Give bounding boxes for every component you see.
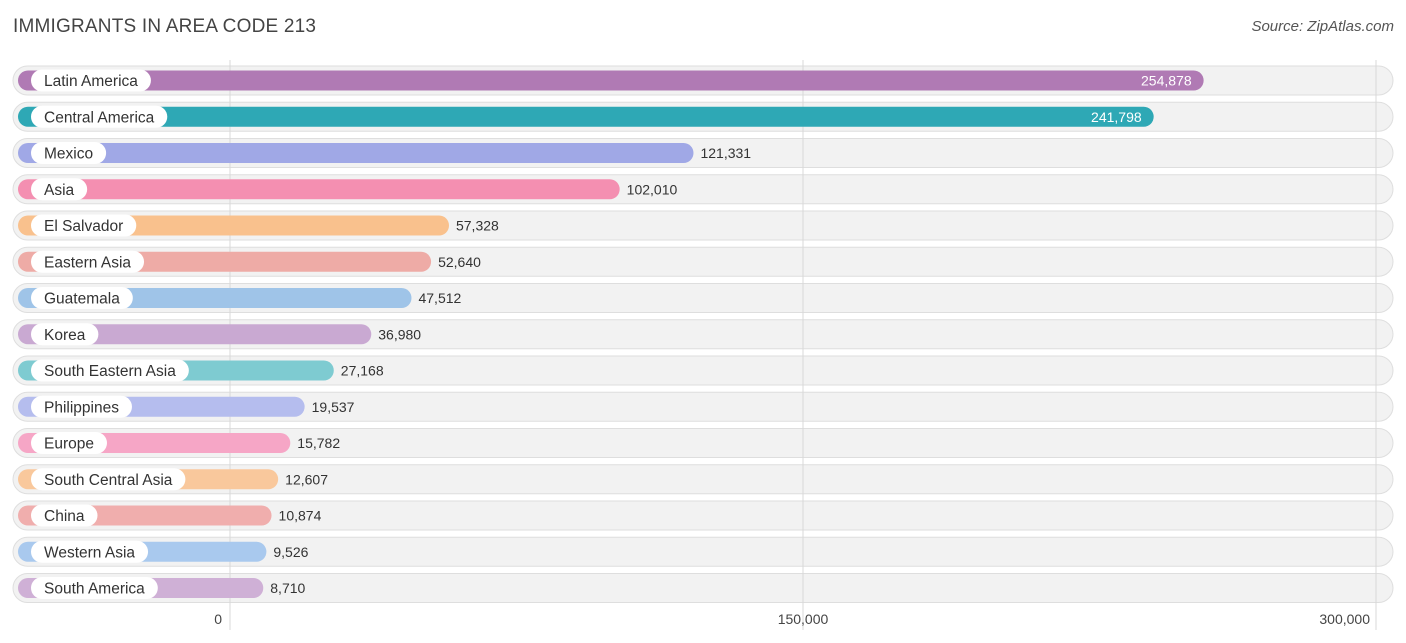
category-label: Guatemala — [44, 291, 120, 308]
category-label: Mexico — [44, 146, 93, 163]
category-label: Philippines — [44, 399, 119, 416]
category-label-pill — [31, 214, 137, 237]
row-background — [12, 573, 1394, 603]
category-label: Europe — [44, 436, 94, 453]
category-label: South America — [44, 581, 145, 598]
value-label: 254,878 — [1141, 73, 1192, 89]
category-label-pill — [31, 105, 168, 128]
value-label: 102,010 — [627, 181, 678, 197]
value-label: 9,526 — [273, 544, 308, 560]
x-tick-label: 150,000 — [778, 611, 829, 627]
category-label-pill — [31, 142, 107, 164]
value-label: 27,168 — [341, 363, 384, 379]
bar[interactable] — [18, 70, 1204, 91]
category-label: Asia — [44, 182, 75, 199]
value-label: 8,710 — [270, 580, 305, 596]
category-label-pill — [31, 250, 145, 273]
row-background — [12, 536, 1394, 567]
category-label-pill — [31, 359, 189, 382]
value-label: 47,512 — [418, 290, 461, 306]
category-label-pill — [31, 540, 149, 563]
category-label: China — [44, 508, 85, 525]
category-label: Latin America — [44, 73, 138, 90]
category-label-pill — [31, 468, 186, 491]
category-label-pill — [31, 287, 133, 309]
category-label: El Salvador — [44, 218, 123, 235]
value-label: 12,607 — [285, 471, 328, 487]
value-label: 121,331 — [700, 145, 751, 161]
category-label-pill — [31, 69, 151, 92]
row-background — [12, 355, 1394, 386]
row-background — [12, 391, 1394, 422]
x-tick-label: 300,000 — [1319, 611, 1370, 627]
category-label: Central America — [44, 109, 155, 126]
category-label-pill — [31, 432, 107, 454]
category-label: Korea — [44, 327, 86, 344]
value-label: 52,640 — [438, 254, 481, 270]
category-label: South Eastern Asia — [44, 363, 176, 380]
chart-title: IMMIGRANTS IN AREA CODE 213 — [13, 16, 317, 37]
category-label-pill — [31, 178, 88, 201]
category-label-pill — [31, 504, 98, 527]
bar[interactable] — [18, 143, 694, 163]
category-label-pill — [31, 395, 132, 418]
category-label: South Central Asia — [44, 472, 173, 489]
category-label-pill — [31, 323, 99, 346]
value-label: 57,328 — [456, 218, 499, 234]
row-background — [12, 500, 1394, 531]
value-label: 15,782 — [297, 435, 340, 451]
value-label: 10,874 — [279, 508, 322, 524]
x-tick-label: 0 — [214, 611, 222, 627]
value-label: 36,980 — [378, 326, 421, 342]
bar[interactable] — [18, 179, 620, 200]
row-background — [12, 464, 1394, 495]
category-label-pill — [31, 577, 158, 599]
chart-source: Source: ZipAtlas.com — [1251, 18, 1394, 35]
bar[interactable] — [18, 106, 1154, 127]
value-label: 19,537 — [312, 399, 355, 415]
bar[interactable] — [18, 324, 372, 345]
category-label: Eastern Asia — [44, 254, 131, 271]
category-label: Western Asia — [44, 544, 135, 561]
row-background — [12, 428, 1394, 458]
value-label: 241,798 — [1091, 109, 1142, 125]
